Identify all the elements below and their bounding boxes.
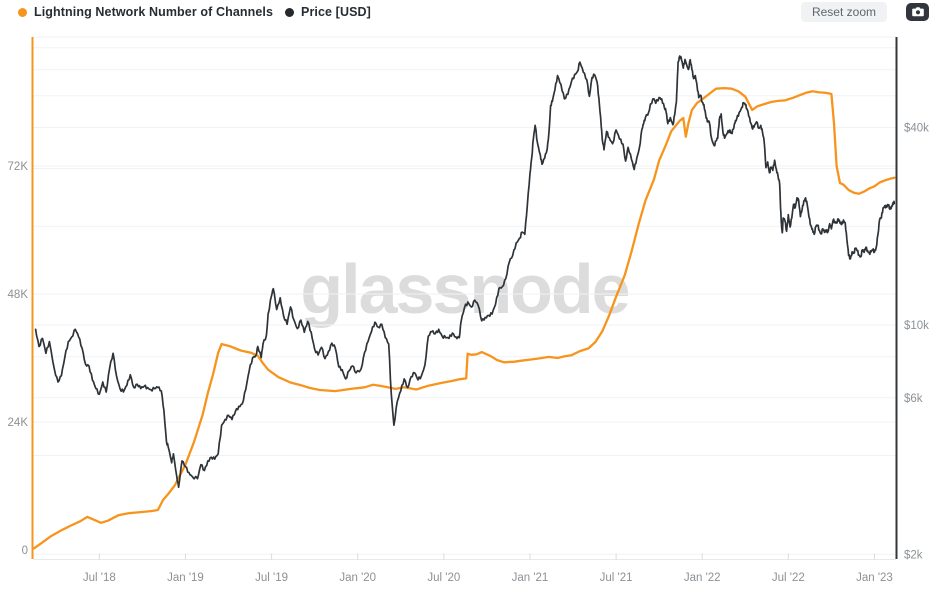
x-axis-tick-label: Jul '20 [427,572,460,584]
left-axis-tick-label-48K: 48K [8,289,29,301]
x-axis-tick-label: Jan '20 [339,572,376,584]
right-axis-tick-label-$6k: $6k [904,393,923,405]
screenshot-button[interactable] [906,3,929,21]
left-axis-tick-label-24K: 24K [8,417,29,429]
left-axis-tick-label-72K: 72K [8,161,29,173]
channels-legend-label: Lightning Network Number of Channels [34,5,274,19]
glassnode-watermark: glassnode [300,250,630,328]
right-axis-tick-label-$40k: $40k [904,123,929,135]
x-axis-tick-label: Jan '21 [512,572,549,584]
camera-icon [911,6,925,18]
x-axis-tick-label: Jan '23 [856,572,893,584]
legend: Lightning Network Number of Channels Pri… [18,5,371,19]
x-axis-tick-label: Jul '19 [255,572,288,584]
price-line-series[interactable] [34,55,896,489]
legend-item-channels[interactable]: Lightning Network Number of Channels [18,5,273,19]
right-axis-tick-label-$10k: $10k [904,320,929,332]
price-legend-dot-icon [285,7,295,17]
channels-line-series[interactable] [32,86,896,550]
price-legend-label: Price [USD] [301,5,371,19]
x-axis-tick-label: Jan '19 [167,572,204,584]
x-axis-tick-label: Jul '18 [83,572,116,584]
x-axis-tick-label: Jul '21 [600,572,633,584]
chart-header: Lightning Network Number of Channels Pri… [0,0,936,26]
x-axis-tick-label: Jan '22 [684,572,721,584]
channels-legend-dot-icon [18,7,27,17]
x-axis-tick-label: Jul '22 [772,572,805,584]
right-axis-tick-label-$2k: $2k [904,549,923,561]
legend-item-price[interactable]: Price [USD] [285,5,371,19]
reset-zoom-button[interactable]: Reset zoom [800,2,887,22]
left-axis-tick-label-0: 0 [22,545,28,557]
